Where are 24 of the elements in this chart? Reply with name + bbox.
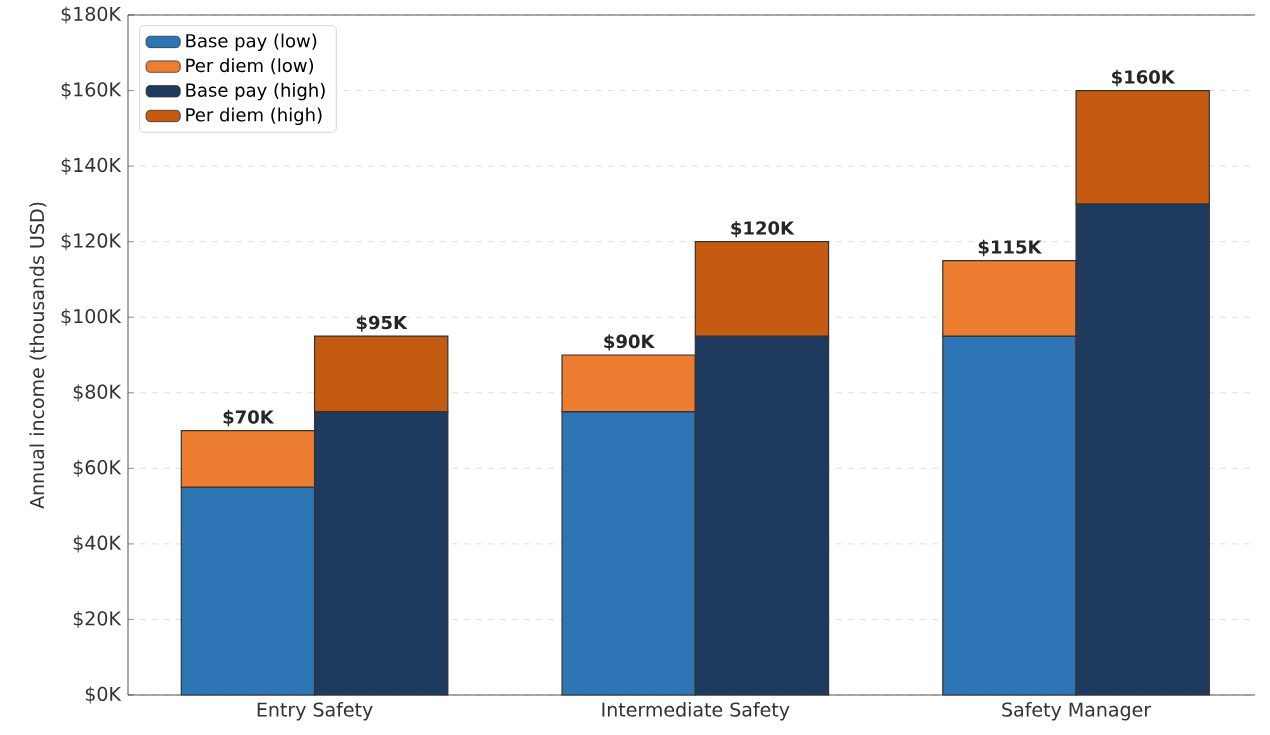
y-tick-label: $100K	[61, 308, 122, 326]
annotation: $160K	[1112, 69, 1176, 87]
annotation: $70K	[223, 409, 275, 427]
y-tick-label: $180K	[61, 6, 122, 24]
annotation: $95K	[356, 315, 408, 332]
y-tick-label: $60K	[73, 459, 122, 477]
legend-label: Base pay (high)	[186, 82, 325, 101]
legend-label: Per diem (high)	[186, 107, 322, 126]
y-tick-label: $140K	[61, 157, 122, 175]
x-tick-label: Safety Manager	[1002, 702, 1152, 721]
annotation: $90K	[604, 334, 655, 351]
y-tick-label: $0K	[85, 686, 122, 704]
x-tick-label: Entry Safety	[257, 702, 373, 721]
x-tick-label: Intermediate Safety	[602, 702, 790, 721]
legend-label: Base pay (low)	[186, 33, 317, 52]
y-tick-label: $160K	[61, 81, 122, 100]
y-tick-label: $120K	[61, 233, 122, 251]
annotation: $115K	[978, 239, 1043, 257]
y-tick-label: $20K	[73, 610, 122, 629]
y-axis-title: Annual income (thousands USD)	[29, 202, 47, 509]
y-tick-label: $80K	[73, 384, 122, 402]
legend-label: Per diem (low)	[186, 58, 314, 75]
y-tick-label: $40K	[73, 535, 122, 553]
annotation: $120K	[731, 220, 795, 238]
